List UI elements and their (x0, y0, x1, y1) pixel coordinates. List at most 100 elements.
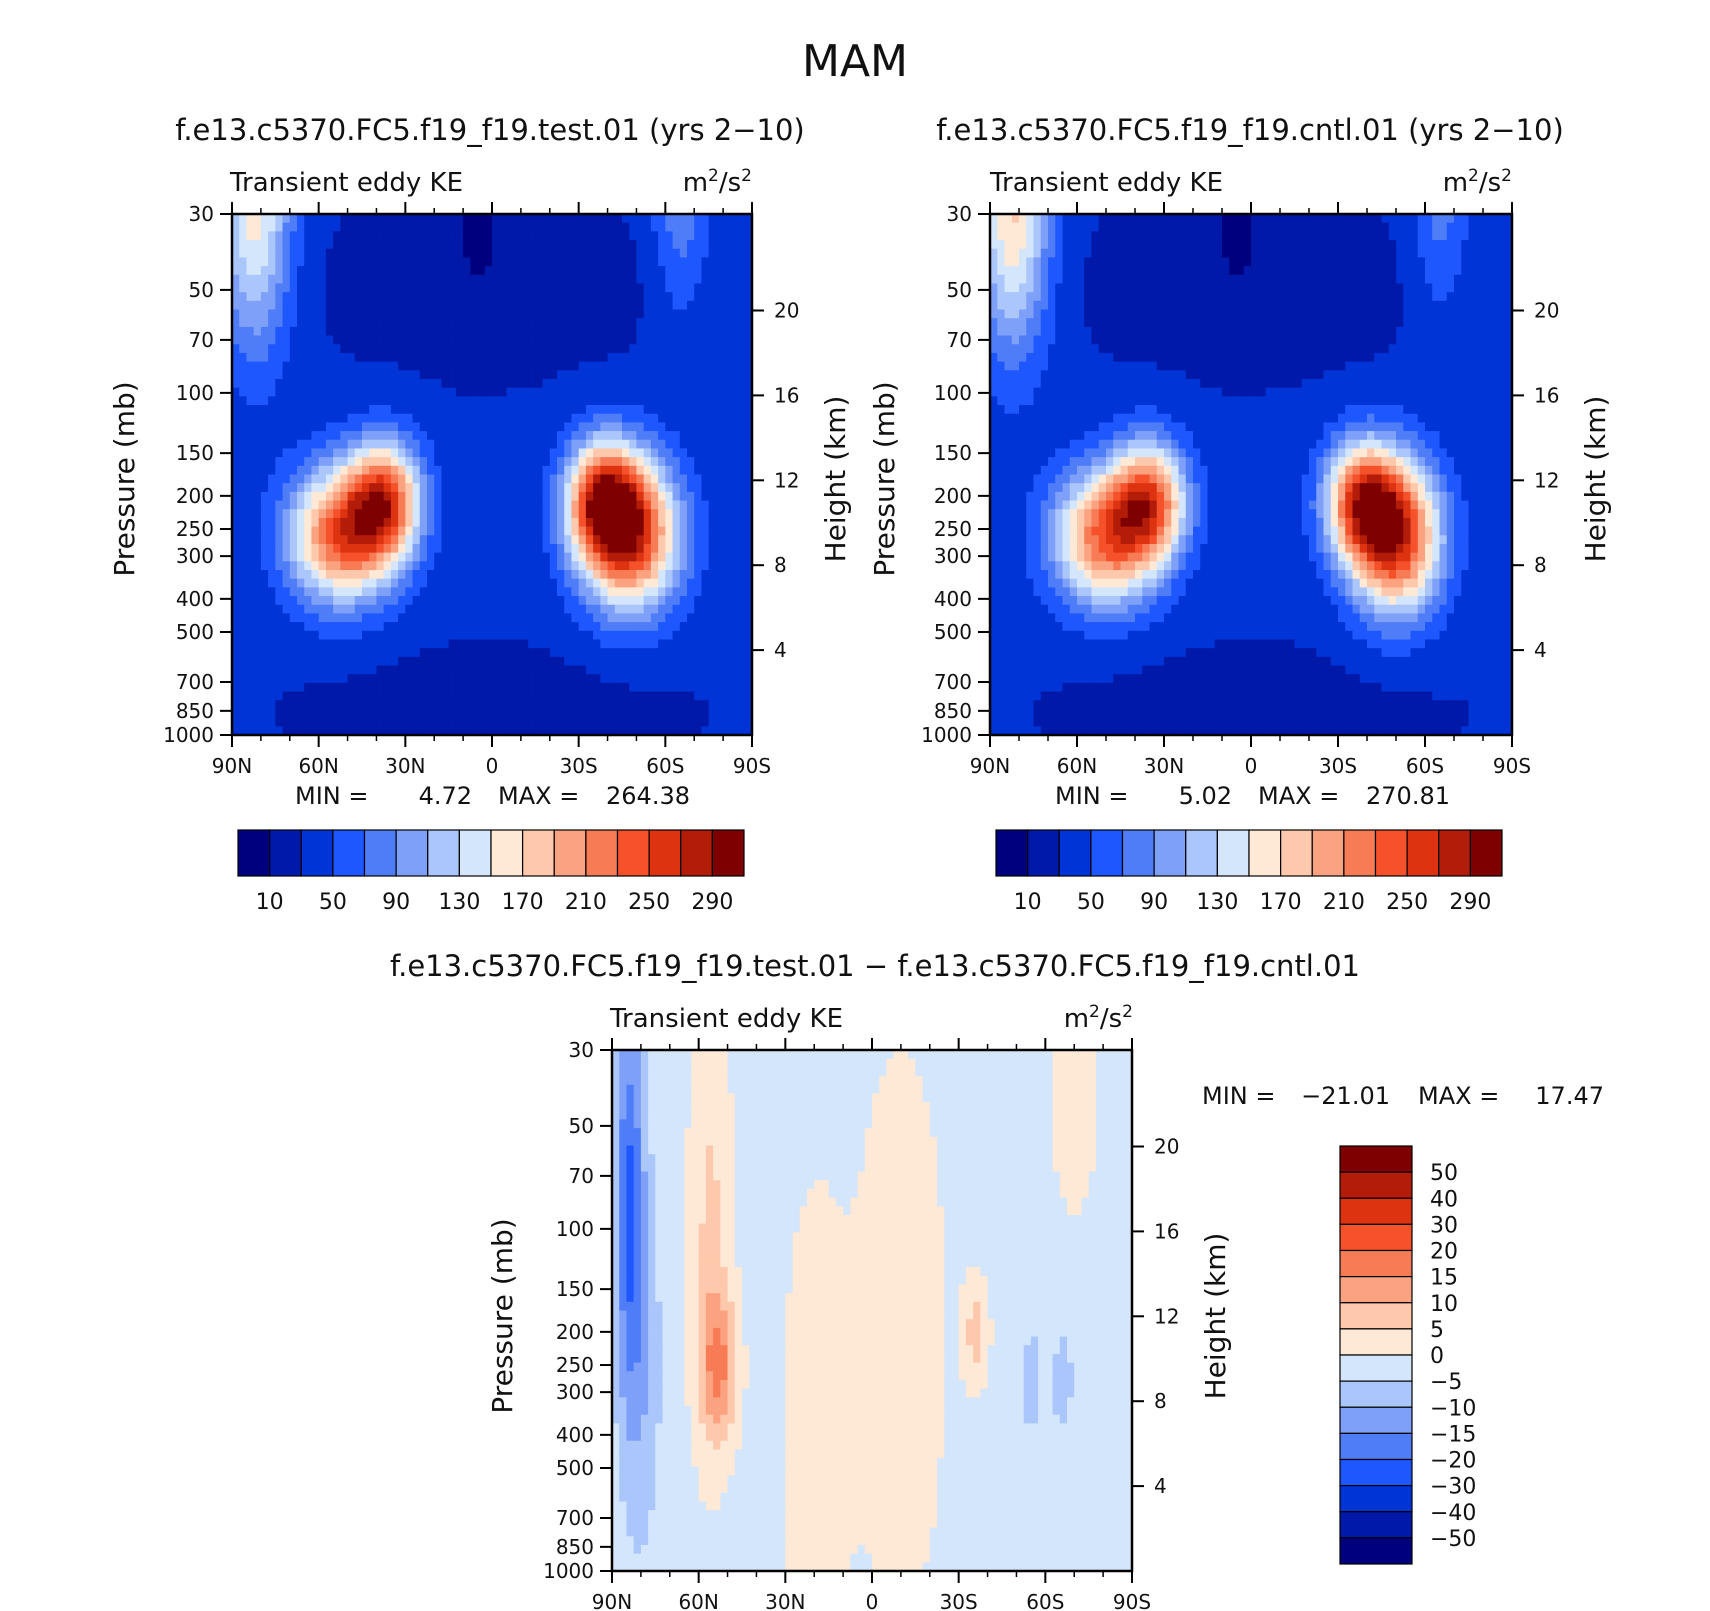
contour-cell (614, 656, 623, 667)
contour-cell (412, 222, 421, 232)
contour-cell (557, 257, 565, 267)
contour-cell (311, 587, 320, 597)
contour-cell (484, 378, 493, 389)
contour-cell (535, 674, 544, 684)
contour-cell (557, 318, 565, 328)
contour-cell (253, 587, 262, 597)
contour-cell (304, 361, 313, 371)
contour-cell (1098, 214, 1107, 224)
contour-cell (701, 396, 710, 406)
contour-cell (369, 596, 378, 606)
contour-cell (614, 405, 623, 415)
contour-cell (455, 283, 464, 293)
contour-cell (282, 561, 291, 571)
contour-cell (658, 361, 666, 371)
contour-cell (578, 274, 587, 285)
contour-cell (658, 622, 666, 632)
contour-cell (333, 240, 341, 250)
contour-cell (506, 352, 515, 363)
contour-cell (622, 691, 630, 701)
contour-cell (412, 326, 421, 337)
contour-cell (463, 613, 471, 623)
contour-cell (383, 361, 392, 371)
contour-cell (672, 361, 681, 371)
contour-cell (1396, 257, 1404, 267)
contour-cell (665, 457, 674, 467)
contour-cell (737, 439, 746, 450)
contour-cell (1468, 248, 1477, 259)
contour-cell (340, 587, 349, 597)
contour-cell (730, 726, 739, 736)
contour-cell (441, 691, 450, 701)
contour-cell (622, 578, 630, 588)
contour-cell (260, 483, 269, 493)
units-superscript: 2 (708, 166, 719, 186)
contour-cell (499, 622, 508, 632)
contour-cell (708, 457, 717, 467)
contour-cell (730, 543, 739, 554)
contour-cell (304, 309, 313, 319)
contour-cell (585, 318, 594, 328)
contour-cell (549, 630, 558, 641)
contour-cell (470, 344, 479, 354)
contour-cell (448, 726, 457, 736)
contour-cell (672, 266, 681, 276)
contour-cell (484, 431, 493, 441)
contour-cell (354, 517, 363, 528)
contour-cell (715, 613, 724, 623)
contour-cell (499, 526, 508, 536)
contour-cell (383, 413, 392, 423)
contour-cell (412, 257, 421, 267)
contour-cell (427, 335, 435, 345)
contour-cell (239, 266, 248, 276)
contour-cell (643, 405, 652, 415)
contour-cell (658, 491, 666, 502)
contour-cell (268, 552, 276, 562)
contour-cell (730, 682, 739, 693)
contour-cell (325, 335, 334, 345)
contour-cell (427, 700, 435, 710)
contour-cell (593, 378, 601, 389)
contour-cell (268, 682, 276, 693)
contour-cell (383, 465, 392, 476)
contour-cell (325, 240, 334, 250)
contour-cell (477, 465, 486, 476)
contour-cell (260, 665, 269, 675)
units-superscript: 2 (1501, 166, 1512, 186)
contour-cell (441, 700, 450, 710)
contour-cell (463, 700, 471, 710)
contour-cell (600, 708, 609, 719)
contour-cell (311, 561, 320, 571)
contour-cell (289, 413, 298, 423)
contour-cell (672, 240, 681, 250)
contour-cell (607, 561, 616, 571)
contour-cell (441, 717, 450, 727)
contour-cell (477, 326, 486, 337)
contour-cell (1185, 222, 1194, 232)
contour-cell (715, 604, 724, 615)
contour-cell (665, 326, 674, 337)
contour-cell (636, 587, 645, 597)
contour-cell (448, 639, 457, 649)
contour-cell (730, 326, 739, 337)
contour-cell (398, 335, 406, 345)
contour-cell (585, 708, 594, 719)
contour-cell (708, 300, 717, 311)
contour-cell (289, 465, 298, 476)
contour-cell (672, 309, 681, 319)
contour-cell (347, 274, 356, 285)
contour-cell (275, 578, 284, 588)
contour-cell (362, 318, 370, 328)
contour-cell (354, 387, 363, 397)
contour-cell (398, 413, 406, 423)
contour-cell (506, 283, 515, 293)
contour-cell (289, 691, 298, 701)
contour-cell (1098, 231, 1107, 241)
contour-cell (622, 517, 630, 528)
contour-cell (1069, 274, 1078, 285)
contour-cell (535, 318, 544, 328)
contour-cell (275, 570, 284, 580)
contour-cell (1062, 231, 1071, 241)
contour-cell (369, 517, 378, 528)
contour-cell (297, 309, 305, 319)
